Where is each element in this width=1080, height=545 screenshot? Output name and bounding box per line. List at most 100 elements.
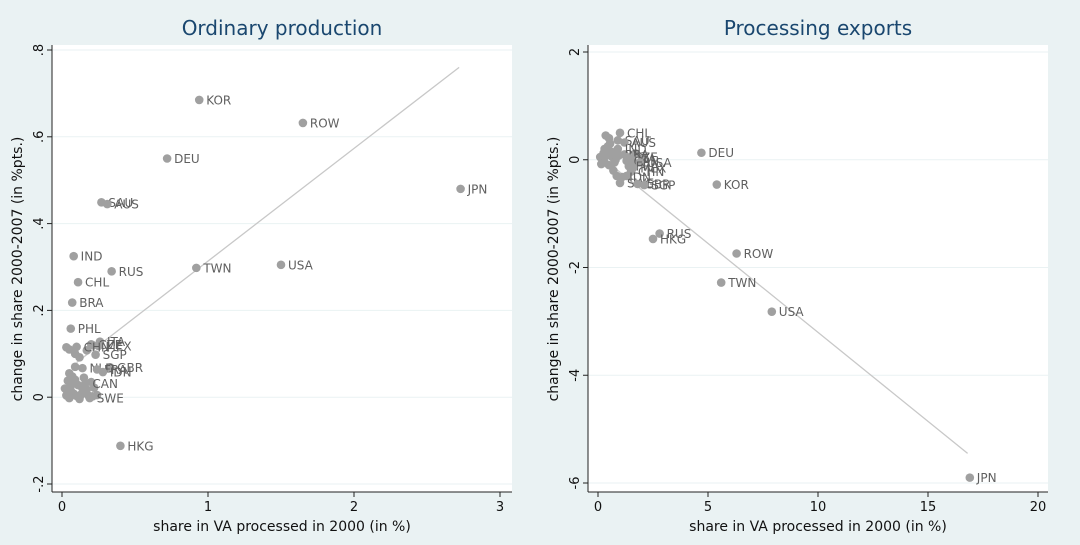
scatter-point [69, 251, 78, 261]
scatter-point [635, 158, 645, 167]
point-label: ITA [107, 335, 126, 349]
point-label: USA [647, 156, 673, 170]
point-label: RUS [667, 227, 692, 241]
plot-area [588, 45, 1048, 492]
point-label: CHN [638, 165, 664, 179]
point-label: HKG [660, 232, 686, 246]
point-label: FRA [636, 160, 660, 174]
scatter-point [75, 352, 84, 362]
point-label: GBR [117, 361, 143, 375]
point-label: KOR [724, 178, 749, 192]
point-label: ROW [310, 116, 340, 130]
point-label: CHN [84, 340, 110, 354]
scatter-point [70, 362, 80, 372]
point-label: IND [81, 250, 103, 264]
scatter-point [615, 128, 625, 138]
point-label: IND [625, 142, 647, 156]
x-axis-title: share in VA processed in 2000 (in %) [689, 519, 947, 535]
y-tick-label: 2 [568, 48, 583, 56]
scatter-point [965, 473, 975, 482]
point-label: DEU [708, 146, 734, 160]
scatter-point [626, 167, 636, 176]
scatter-point [105, 362, 115, 372]
scatter-point [610, 158, 619, 167]
point-label: DEU [174, 152, 200, 166]
scatter-point [67, 298, 77, 307]
y-tick-label: 0 [568, 156, 583, 164]
y-tick-label: -6 [568, 477, 583, 490]
x-tick-label: 0 [58, 500, 66, 515]
scatter-point [92, 390, 102, 400]
point-label: CHL [85, 276, 109, 290]
scatter-point [82, 346, 92, 355]
scatter-point [91, 350, 100, 359]
point-label: SAU [108, 196, 133, 210]
scatter-point [75, 394, 84, 404]
scatter-point [600, 144, 609, 154]
scatter-point [456, 184, 465, 194]
y-tick-label: .6 [32, 131, 47, 143]
scatter-point [697, 148, 706, 158]
point-label: HKG [127, 439, 153, 453]
point-label: BRA [79, 296, 104, 310]
x-tick-label: 15 [920, 500, 937, 515]
point-label: USA [779, 305, 805, 319]
y-tick-label: .4 [32, 217, 47, 229]
scatter-point [162, 154, 172, 163]
point-label: MEX [640, 161, 666, 175]
point-label: IDN [110, 366, 132, 380]
scatter-point [615, 178, 625, 188]
point-label: SGP [103, 348, 127, 362]
scatter-point [66, 324, 76, 333]
point-label: CAN [92, 377, 118, 391]
scatter-point [604, 133, 614, 143]
scatter-point [192, 263, 201, 273]
point-label: SGP [651, 179, 675, 193]
scatter-point [116, 441, 125, 451]
point-label: FRA [104, 363, 128, 377]
y-axis-title: change in share 2000-2007 (in %pts.) [10, 137, 26, 402]
scatter-point [107, 267, 116, 276]
scatter-point [620, 138, 629, 147]
scatter-point [712, 180, 722, 189]
scatter-point [732, 249, 741, 258]
y-tick-label: .2 [32, 304, 47, 316]
scatter-point [73, 277, 83, 287]
x-tick-label: 0 [594, 500, 602, 515]
y-tick-label: -4 [568, 369, 583, 382]
scatter-point [648, 234, 658, 244]
point-label: AUS [114, 198, 139, 212]
scatter-point [72, 342, 81, 352]
scatter-point [86, 339, 96, 349]
x-tick-label: 3 [496, 500, 504, 515]
x-tick-label: 1 [204, 500, 212, 515]
point-label: CHL [627, 126, 651, 140]
y-tick-label: 0 [32, 393, 47, 401]
y-tick-label: .8 [32, 44, 47, 56]
fit-line [610, 164, 969, 454]
point-label: GBR [645, 177, 671, 191]
scatter-point [102, 199, 112, 209]
scatter-point [639, 180, 649, 190]
scatter-point [65, 393, 74, 403]
scatter-point [767, 307, 777, 316]
point-label: SAU [625, 134, 650, 148]
y-tick-label: -.2 [32, 475, 47, 492]
scatter-point [98, 367, 108, 377]
point-label: TWN [202, 261, 231, 275]
scatter-point [613, 150, 623, 159]
scatter-point [633, 179, 642, 189]
point-label: JPN [467, 182, 488, 196]
scatter-point [85, 393, 95, 403]
point-label: RUS [119, 265, 144, 279]
point-label: JPN [976, 471, 997, 485]
point-label: USA [288, 258, 314, 272]
scatter-point [298, 118, 308, 128]
scatter-point [78, 363, 87, 373]
point-label: AUS [631, 136, 656, 150]
x-tick-label: 20 [1030, 500, 1047, 515]
x-tick-label: 5 [704, 500, 712, 515]
scatter-point [66, 381, 76, 391]
